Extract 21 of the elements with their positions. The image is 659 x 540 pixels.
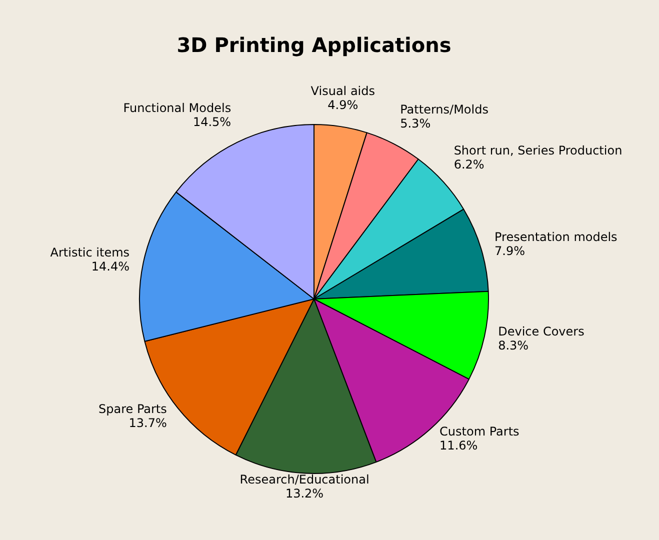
data-label: 5.3% <box>400 116 431 130</box>
chart-title: 3D Printing Applications <box>176 33 452 58</box>
slice-label: Short run, Series Production <box>454 144 622 158</box>
data-label: 7.9% <box>494 244 526 258</box>
data-label: 14.5% <box>192 114 232 129</box>
slice-label: Device Covers <box>498 324 584 339</box>
data-label: 11.6% <box>440 438 478 453</box>
slice-label: Spare Parts <box>98 402 167 416</box>
slice-label: Research/Educational <box>240 472 370 486</box>
slice-label: Presentation models <box>494 230 618 244</box>
data-label: 13.2% <box>285 486 324 500</box>
slice-label: Functional Models <box>123 100 232 115</box>
data-label: 13.7% <box>128 416 167 430</box>
data-label: 4.9% <box>328 98 358 112</box>
data-label: 14.4% <box>91 259 130 274</box>
slice-label: Patterns/Molds <box>400 102 488 116</box>
slice-label: Custom Parts <box>440 424 520 439</box>
data-label: 6.2% <box>454 158 484 172</box>
data-label: 8.3% <box>498 338 529 353</box>
slice-label: Artistic items <box>50 245 130 260</box>
slice-label: Visual aids <box>310 84 376 98</box>
